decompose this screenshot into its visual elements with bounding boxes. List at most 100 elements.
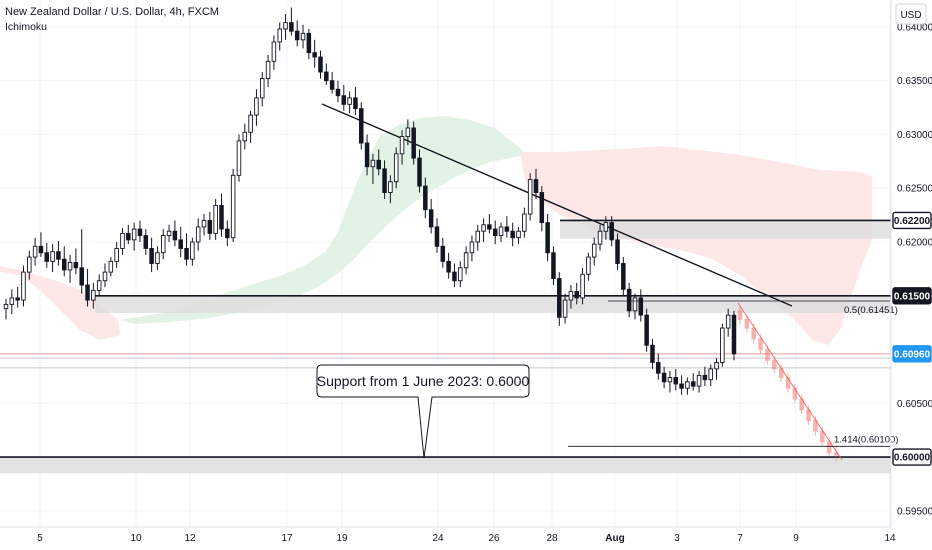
- candle[interactable]: [428, 209, 434, 228]
- candle[interactable]: [591, 243, 597, 258]
- candle[interactable]: [155, 252, 160, 264]
- candle[interactable]: [79, 267, 84, 286]
- candle[interactable]: [650, 344, 655, 363]
- candle[interactable]: [289, 22, 294, 32]
- candle[interactable]: [481, 224, 486, 232]
- candle[interactable]: [56, 251, 61, 260]
- candle[interactable]: [826, 441, 832, 454]
- candle[interactable]: [370, 159, 376, 168]
- candle[interactable]: [708, 368, 713, 381]
- candle[interactable]: [714, 361, 719, 370]
- candle[interactable]: [38, 245, 44, 254]
- candle[interactable]: [271, 41, 277, 62]
- candle[interactable]: [792, 387, 798, 400]
- candle[interactable]: [785, 377, 791, 389]
- candle[interactable]: [213, 204, 218, 234]
- candle[interactable]: [73, 261, 79, 269]
- price-axis[interactable]: 0.64000 0.63500 0.63000 0.62500 0.62000 0.605…: [890, 0, 932, 527]
- candle[interactable]: [492, 228, 498, 236]
- candle[interactable]: [778, 368, 784, 378]
- candle[interactable]: [294, 30, 300, 41]
- candle[interactable]: [813, 420, 818, 432]
- candle[interactable]: [324, 71, 329, 82]
- candle[interactable]: [201, 220, 207, 228]
- candle[interactable]: [551, 252, 556, 280]
- price-tag[interactable]: 0.61500: [892, 287, 932, 305]
- candle[interactable]: [758, 338, 763, 350]
- level-zone[interactable]: [560, 220, 891, 239]
- candle[interactable]: [225, 228, 230, 239]
- candle[interactable]: [574, 291, 580, 299]
- candle[interactable]: [820, 430, 825, 443]
- candle[interactable]: [388, 181, 393, 193]
- candle[interactable]: [230, 174, 236, 239]
- candle[interactable]: [603, 222, 609, 232]
- candle[interactable]: [463, 252, 469, 269]
- candle[interactable]: [21, 271, 26, 301]
- candle[interactable]: [102, 271, 108, 282]
- candle[interactable]: [126, 232, 131, 241]
- candle[interactable]: [172, 230, 178, 241]
- candle[interactable]: [615, 239, 620, 264]
- candle[interactable]: [50, 251, 55, 262]
- candle[interactable]: [621, 263, 626, 290]
- candle[interactable]: [137, 228, 143, 236]
- candle[interactable]: [751, 327, 756, 340]
- candle[interactable]: [178, 239, 183, 249]
- symbol-title[interactable]: New Zealand Dollar / U.S. Dollar, 4h, FX…: [5, 6, 219, 18]
- candle[interactable]: [32, 245, 38, 258]
- candle[interactable]: [248, 114, 253, 133]
- candle[interactable]: [475, 230, 480, 243]
- candle[interactable]: [318, 56, 323, 73]
- candle[interactable]: [108, 260, 114, 273]
- candle[interactable]: [382, 168, 387, 193]
- candle[interactable]: [673, 377, 679, 385]
- candle[interactable]: [376, 159, 381, 170]
- candle[interactable]: [638, 297, 644, 316]
- candle[interactable]: [679, 383, 684, 389]
- candle[interactable]: [306, 32, 312, 54]
- indicator-name[interactable]: Ichimoku: [5, 21, 47, 33]
- candle[interactable]: [184, 247, 189, 260]
- callout-box[interactable]: [316, 364, 530, 459]
- candle[interactable]: [120, 232, 125, 249]
- candle[interactable]: [242, 131, 248, 142]
- candle[interactable]: [44, 252, 50, 262]
- candle[interactable]: [405, 127, 411, 138]
- candle[interactable]: [160, 235, 166, 254]
- currency-button[interactable]: USD: [895, 3, 927, 25]
- candle[interactable]: [737, 310, 743, 320]
- candle[interactable]: [696, 374, 702, 387]
- candle[interactable]: [586, 256, 591, 275]
- candle[interactable]: [359, 108, 364, 144]
- candle[interactable]: [131, 228, 137, 241]
- candle[interactable]: [353, 97, 358, 110]
- candle[interactable]: [833, 452, 839, 456]
- candle[interactable]: [219, 204, 224, 230]
- candle[interactable]: [341, 95, 347, 105]
- candle[interactable]: [539, 192, 545, 224]
- level-zone[interactable]: [0, 457, 891, 474]
- candle[interactable]: [143, 235, 149, 249]
- candle[interactable]: [626, 288, 632, 312]
- candle[interactable]: [452, 271, 457, 282]
- candle[interactable]: [685, 381, 690, 389]
- candle[interactable]: [440, 245, 446, 262]
- candle[interactable]: [568, 291, 574, 301]
- candle[interactable]: [527, 179, 533, 215]
- candle[interactable]: [580, 273, 585, 299]
- candle[interactable]: [207, 220, 213, 234]
- candle[interactable]: [61, 258, 67, 271]
- time-axis[interactable]: 5 10 12 17 19 24 26 28 Aug 3 7 9 14: [0, 526, 896, 544]
- candle[interactable]: [446, 260, 451, 273]
- candle[interactable]: [799, 398, 804, 411]
- candle[interactable]: [772, 359, 777, 370]
- candle[interactable]: [504, 226, 510, 232]
- candle[interactable]: [190, 241, 195, 260]
- price-tag[interactable]: 0.62200: [892, 211, 932, 230]
- candle[interactable]: [656, 361, 661, 374]
- candle[interactable]: [806, 409, 811, 421]
- price-tag[interactable]: 0.60000: [892, 448, 932, 466]
- candle[interactable]: [744, 318, 750, 329]
